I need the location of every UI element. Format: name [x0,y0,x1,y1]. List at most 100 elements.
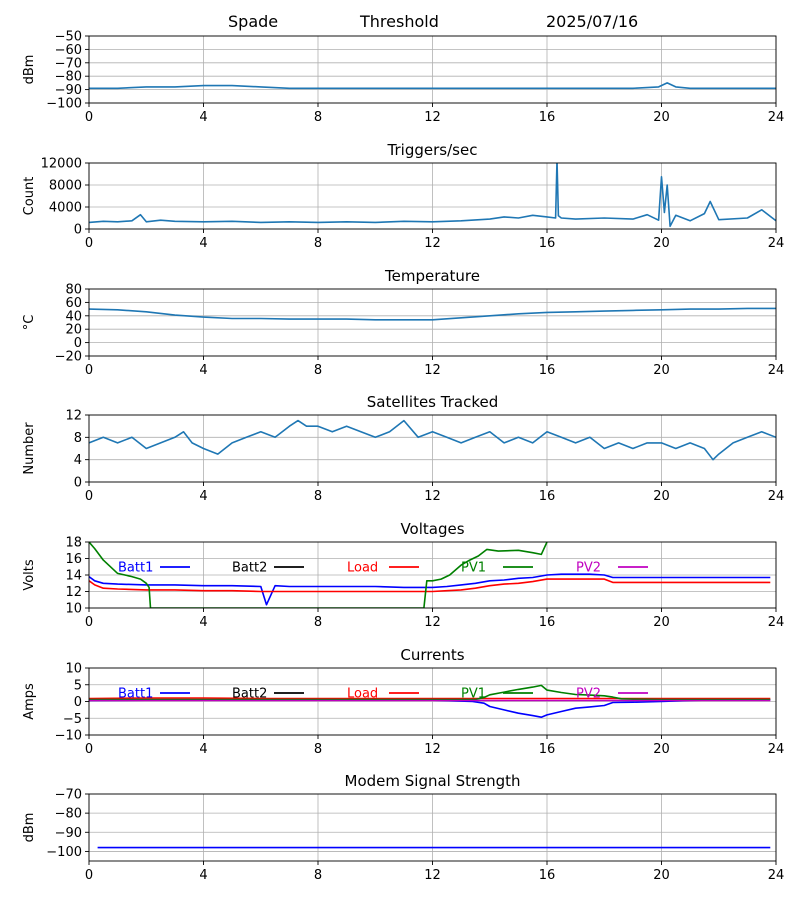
chart-5-ytick-label: 14 [65,569,82,584]
chart-6-ylabel: Amps [22,683,37,720]
chart-5-xtick-label: 24 [768,615,785,630]
chart-6-legend-label: Batt2 [232,687,267,702]
chart-2-ylabel: Count [22,177,37,216]
chart-4-title: Satellites Tracked [367,393,498,411]
chart-5-ytick-label: 16 [65,552,82,567]
chart-5-xtick-label: 4 [199,615,207,630]
chart-4-ytick-label: 12 [65,409,82,424]
chart-3-xtick-label: 0 [85,363,93,378]
chart-6-ytick-label: −10 [55,729,82,744]
chart-5-xtick-label: 12 [424,615,441,630]
chart-7-xtick-label: 4 [199,868,207,883]
chart-5-xtick-label: 20 [653,615,670,630]
chart-7-xtick-label: 16 [539,868,556,883]
chart-7-xtick-label: 0 [85,868,93,883]
chart-3-ytick-label: −20 [55,350,82,365]
chart-1-ytick-label: −100 [46,97,82,112]
chart-3-series-line [89,307,776,321]
chart-5-series-batt1 [89,573,771,606]
chart-4-xtick-label: 20 [653,489,670,504]
chart-1-xtick-label: 4 [199,110,207,125]
chart-6-ytick-label: −5 [63,712,82,727]
chart-7-xtick-label: 8 [314,868,322,883]
chart-5-xtick-label: 16 [539,615,556,630]
chart-5-series-pv1 [89,542,548,608]
chart-2-xtick-label: 24 [768,236,785,251]
chart-3-ytick-label: 20 [65,323,82,338]
chart-5-legend-label: Batt2 [232,561,267,576]
chart-2-xtick-label: 4 [199,236,207,251]
chart-6-legend-label: PV1 [461,687,486,702]
chart-7-ylabel: dBm [22,813,37,843]
chart-3-xtick-label: 16 [539,363,556,378]
chart-1-series-line [89,82,776,90]
chart-5-legend-label: Load [347,561,378,576]
chart-6-xtick-label: 12 [424,742,441,757]
chart-4-xtick-label: 8 [314,489,322,504]
chart-5-legend-label: PV1 [461,561,486,576]
chart-6-ytick-label: 0 [74,695,82,710]
chart-3-xtick-label: 12 [424,363,441,378]
chart-1-xtick-label: 24 [768,110,785,125]
chart-3-ylabel: °C [22,315,37,331]
chart-2-xtick-label: 16 [539,236,556,251]
chart-5-ylabel: Volts [22,559,37,591]
chart-5-xtick-label: 8 [314,615,322,630]
chart-4-series-line [89,419,776,461]
chart-2-title: Triggers/sec [387,141,478,159]
chart-6-xtick-label: 8 [314,742,322,757]
chart-3-ytick-label: 60 [65,296,82,311]
chart-2-xtick-label: 0 [85,236,93,251]
chart-3-ytick-label: 40 [65,309,82,324]
chart-3-ytick-label: 0 [74,336,82,351]
chart-5-series-load [89,578,771,593]
chart-1-ytick-label: −80 [55,70,82,85]
chart-2-xtick-label: 8 [314,236,322,251]
chart-1-ytick-label: −60 [55,43,82,58]
chart-5-ytick-label: 10 [65,602,82,617]
chart-4-xtick-label: 12 [424,489,441,504]
chart-1-xtick-label: 8 [314,110,322,125]
chart-2-ytick-label: 12000 [41,157,82,172]
chart-3-xtick-label: 20 [653,363,670,378]
chart-2-ytick-label: 8000 [49,179,82,194]
header: Spade Threshold 2025/07/16 [0,0,800,34]
chart-5-legend-label: PV2 [576,561,601,576]
chart-6-ytick-label: 5 [74,678,82,693]
chart-7-xtick-label: 12 [424,868,441,883]
chart-6-xtick-label: 16 [539,742,556,757]
chart-4-ytick-label: 4 [74,453,82,468]
chart-1-ytick-label: −50 [55,30,82,45]
chart-6-ytick-label: 10 [65,662,82,677]
chart-4-ytick-label: 0 [74,476,82,491]
date-label: 2025/07/16 [546,12,639,31]
chart-6-title: Currents [400,646,464,664]
chart-5-ytick-label: 12 [65,585,82,600]
chart-4-ytick-label: 8 [74,431,82,446]
chart-6-legend-label: Batt1 [118,687,153,702]
chart-7-ytick-label: −70 [55,788,82,803]
chart-2-xtick-label: 12 [424,236,441,251]
chart-5-xtick-label: 0 [85,615,93,630]
chart-7-title: Modem Signal Strength [345,772,521,790]
chart-7-ytick-label: −80 [55,807,82,822]
chart-5-ytick-label: 18 [65,536,82,551]
chart-6-xtick-label: 24 [768,742,785,757]
chart-3-ytick-label: 80 [65,283,82,298]
chart-6-legend-label: PV2 [576,687,601,702]
chart-7-ytick-label: −90 [55,826,82,841]
chart-5-legend-label: Batt1 [118,561,153,576]
chart-3-xtick-label: 8 [314,363,322,378]
chart-6-legend-label: Load [347,687,378,702]
chart-2-ytick-label: 0 [74,223,82,238]
chart-1-xtick-label: 0 [85,110,93,125]
chart-4-xtick-label: 24 [768,489,785,504]
chart-3-xtick-label: 24 [768,363,785,378]
chart-6-xtick-label: 0 [85,742,93,757]
chart-7-ytick-label: −100 [46,845,82,860]
chart-6-xtick-label: 4 [199,742,207,757]
chart-1-ylabel: dBm [22,55,37,85]
chart-5-title: Voltages [400,520,464,538]
chart-4-xtick-label: 4 [199,489,207,504]
